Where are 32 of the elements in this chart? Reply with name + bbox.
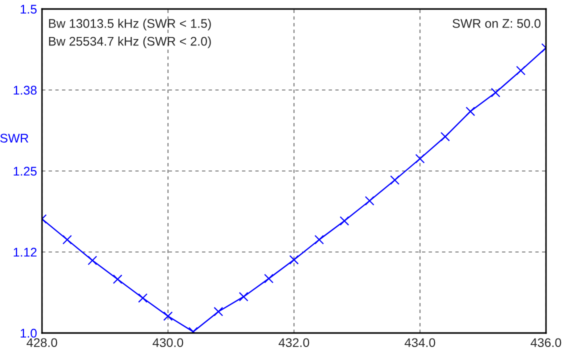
- annotation: Bw 13013.5 kHz (SWR < 1.5): [49, 18, 211, 30]
- point: [364, 196, 374, 206]
- point: [390, 175, 400, 185]
- x-tick-label: 430.0: [152, 338, 184, 348]
- point: [163, 311, 173, 321]
- point: [289, 255, 299, 264]
- point: [62, 234, 72, 244]
- point: [490, 88, 500, 98]
- annotation: Bw 25534.7 kHz (SWR < 2.0): [49, 36, 211, 48]
- point: [516, 66, 526, 76]
- point: [314, 234, 324, 244]
- point: [466, 106, 476, 116]
- point: [214, 306, 224, 316]
- x-tick-label: 428.0: [26, 338, 58, 348]
- point: [112, 274, 122, 284]
- point: [138, 293, 148, 303]
- point: [440, 132, 450, 142]
- point: [340, 216, 350, 226]
- x-tick-label: 432.0: [278, 338, 310, 348]
- point: [264, 274, 274, 284]
- point: [415, 154, 425, 164]
- x-tick-label: 436.0: [530, 338, 562, 348]
- point: [238, 292, 248, 302]
- y-tick-label: 1.12: [14, 248, 37, 257]
- y-tick-label: 1.0: [20, 328, 37, 338]
- x-tick-label: 434.0: [404, 338, 436, 348]
- y-axis-title: SWR: [0, 134, 28, 143]
- y-tick-label: 1.38: [14, 86, 37, 95]
- y-tick-label: 1.25: [14, 166, 37, 176]
- y-tick-label: 1.5: [20, 4, 37, 14]
- annotation: SWR on Z: 50.0: [452, 19, 540, 28]
- point: [88, 256, 98, 266]
